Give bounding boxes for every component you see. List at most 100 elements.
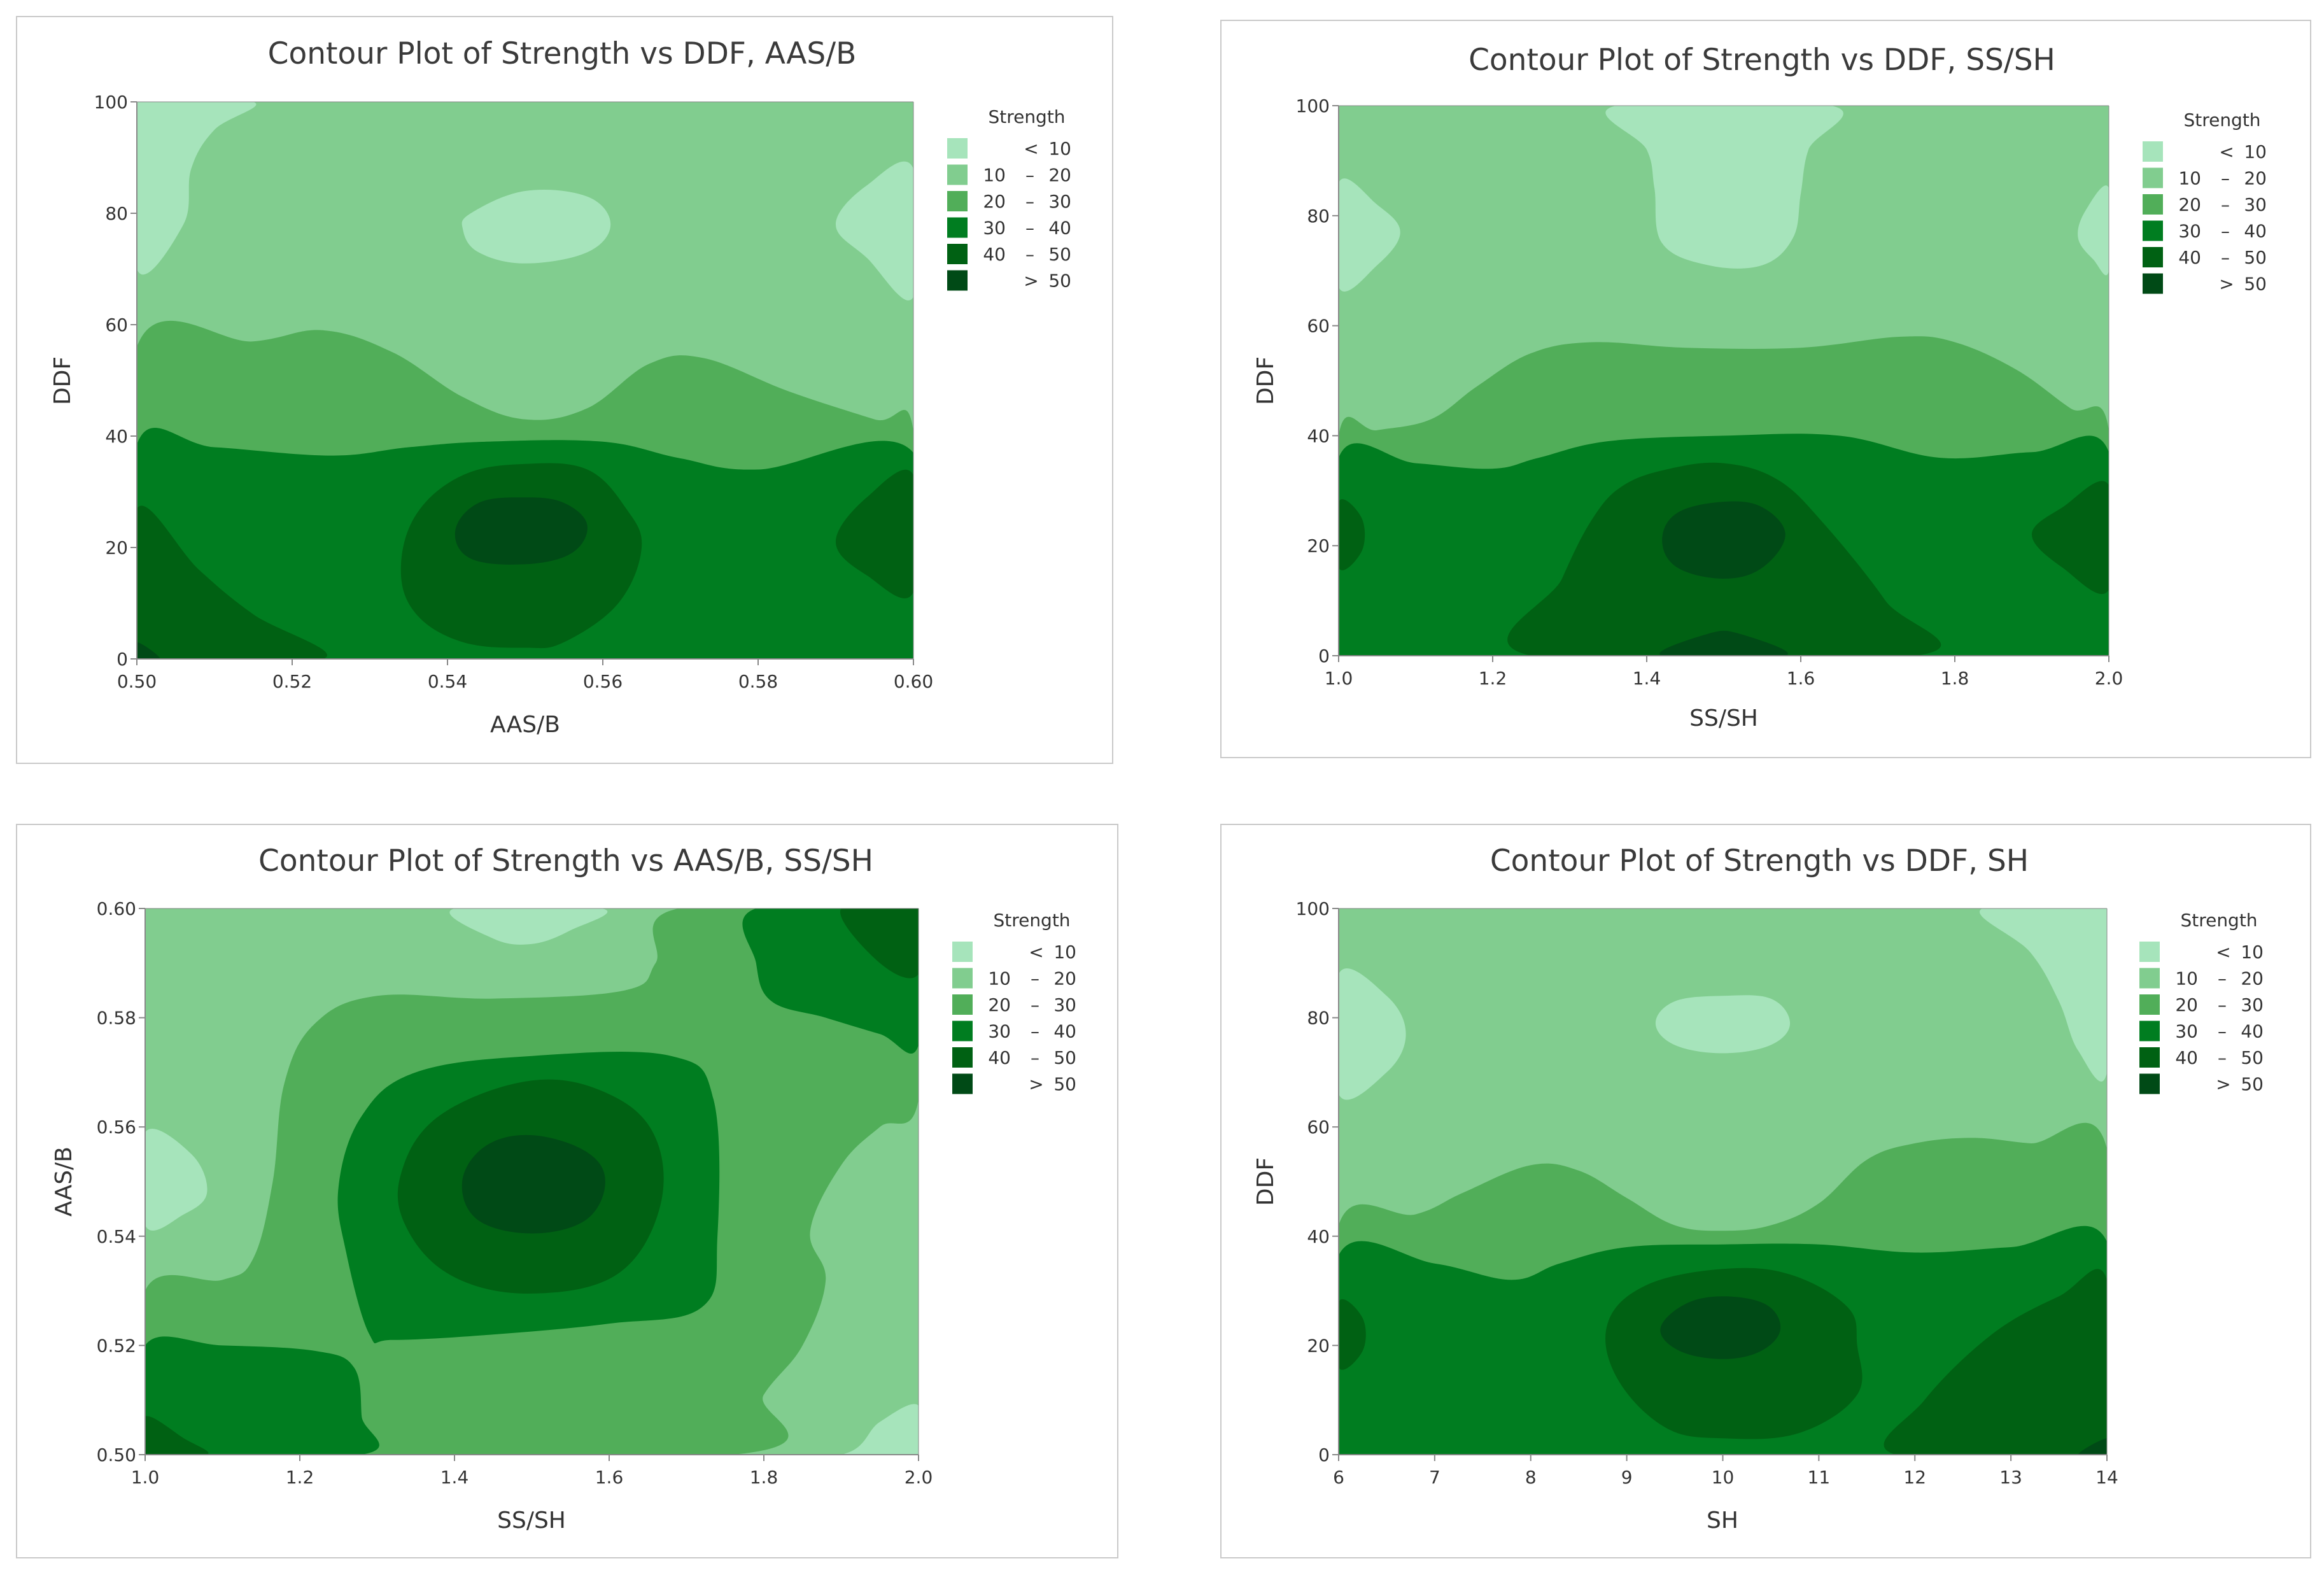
legend-high: 40	[1048, 218, 1071, 239]
contour-region-level-5	[454, 497, 588, 565]
y-tick-label: 80	[1307, 1008, 1330, 1029]
legend-swatch	[2139, 942, 2160, 962]
legend-operator: >	[2216, 1074, 2230, 1095]
x-tick-label: 1.2	[1479, 668, 1507, 689]
x-tick-label: 1.2	[286, 1467, 314, 1488]
legend-swatch	[2143, 141, 2163, 162]
y-tick-label: 0.50	[97, 1444, 136, 1466]
contour-region-level-0	[137, 102, 257, 275]
x-tick-label: 0.58	[738, 671, 778, 692]
legend-swatch	[2143, 220, 2163, 241]
legend-dash: –	[2218, 1021, 2227, 1042]
x-tick-label: 6	[1333, 1467, 1344, 1488]
y-tick-label: 0.60	[97, 898, 136, 919]
contour-region-level-0	[461, 190, 611, 264]
legend-dash: –	[2221, 221, 2230, 242]
x-tick-label: 2.0	[905, 1467, 933, 1488]
x-tick-label: 0.52	[272, 671, 312, 692]
y-tick-label: 100	[1296, 95, 1330, 117]
legend-dash: –	[1025, 191, 1034, 212]
legend-operator: <	[1029, 942, 1043, 963]
legend-dash: –	[1025, 218, 1034, 239]
x-tick-label: 9	[1621, 1467, 1633, 1488]
x-tick-label: 0.50	[117, 671, 157, 692]
x-tick-label: 11	[1808, 1467, 1831, 1488]
legend-dash: –	[2218, 1047, 2227, 1068]
legend-low: 40	[2178, 247, 2201, 268]
contour-region-level-4	[1884, 1269, 2107, 1455]
y-tick-label: 60	[105, 314, 128, 335]
y-tick-label: 0	[1318, 1444, 1330, 1466]
legend-high: 20	[2244, 168, 2267, 189]
legend-low: 10	[983, 165, 1006, 186]
legend-dash: –	[1031, 1047, 1039, 1068]
x-tick-label: 14	[2095, 1467, 2118, 1488]
y-tick-label: 0.58	[97, 1008, 136, 1029]
legend-dash: –	[1031, 994, 1039, 1015]
legend-swatch	[952, 1047, 973, 1068]
legend-high: 50	[1053, 1074, 1076, 1095]
x-tick-label: 1.8	[1941, 668, 1969, 689]
legend-high: 20	[1048, 165, 1071, 186]
x-tick-label: 10	[1712, 1467, 1735, 1488]
y-tick-label: 0	[1318, 646, 1330, 667]
legend-swatch	[952, 1073, 973, 1094]
legend-dash: –	[1031, 968, 1039, 989]
legend-high: 20	[1053, 968, 1076, 989]
legend-high: 10	[1053, 942, 1076, 963]
x-tick-label: 1.8	[750, 1467, 778, 1488]
legend-swatch	[947, 244, 968, 264]
legend-high: 10	[1048, 138, 1071, 159]
contour-region-level-4	[145, 1416, 209, 1455]
x-axis-label: SH	[1707, 1508, 1738, 1534]
legend-swatch	[947, 191, 968, 211]
chart-title: Contour Plot of Strength vs DDF, SS/SH	[1468, 43, 2055, 78]
x-tick-label: 1.0	[1325, 668, 1353, 689]
legend-operator: <	[1024, 138, 1038, 159]
contour-region-level-0	[2078, 185, 2109, 276]
y-tick-label: 60	[1307, 1117, 1330, 1138]
x-tick-label: 0.56	[583, 671, 623, 692]
legend-operator: >	[1029, 1074, 1043, 1095]
x-tick-label: 7	[1429, 1467, 1440, 1488]
y-tick-label: 0	[116, 649, 128, 670]
contour-region-level-0	[1339, 178, 1400, 292]
contour-region-level-0	[1605, 106, 1843, 269]
legend-title: Strength	[2180, 910, 2257, 931]
chart-title: Contour Plot of Strength vs DDF, SH	[1490, 844, 2029, 879]
y-tick-label: 80	[1307, 206, 1330, 227]
legend-high: 50	[1048, 271, 1071, 292]
contour-region-level-4	[836, 470, 913, 598]
x-tick-label: 8	[1525, 1467, 1537, 1488]
plot-area	[1339, 106, 2109, 656]
legend-swatch	[952, 942, 973, 962]
legend-high: 50	[1048, 244, 1071, 265]
legend-swatch	[947, 217, 968, 238]
contour-region-level-0	[836, 161, 913, 300]
contour-region-level-4	[1339, 1299, 1366, 1370]
legend-high: 10	[2241, 942, 2264, 963]
contour-region-level-4	[2032, 481, 2109, 595]
x-tick-label: 1.0	[131, 1467, 160, 1488]
contour-region-level-0	[1655, 995, 1791, 1054]
legend-high: 50	[2244, 247, 2267, 268]
legend-operator: <	[2219, 141, 2234, 162]
contour-region-level-5	[1660, 1296, 1781, 1359]
contour-region-level-0	[733, 1404, 919, 1455]
legend-swatch	[952, 968, 973, 989]
legend-swatch	[2143, 247, 2163, 267]
chart-title: Contour Plot of Strength vs DDF, AAS/B	[268, 36, 857, 71]
legend-low: 10	[2178, 168, 2201, 189]
plot-area	[145, 908, 919, 1455]
legend-low: 40	[983, 244, 1006, 265]
legend-operator: <	[2216, 942, 2230, 963]
y-tick-label: 20	[1307, 1335, 1330, 1356]
contour-panel-2: 1.0 1.2 1.4 1.6 1.8 2.0 0 20 40 60 80 100 Contour Pl…	[1220, 20, 2311, 758]
legend-low: 30	[2178, 221, 2201, 242]
y-axis-label: DDF	[1253, 357, 1279, 405]
contour-region-level-4	[840, 908, 919, 978]
y-tick-label: 100	[94, 92, 128, 113]
